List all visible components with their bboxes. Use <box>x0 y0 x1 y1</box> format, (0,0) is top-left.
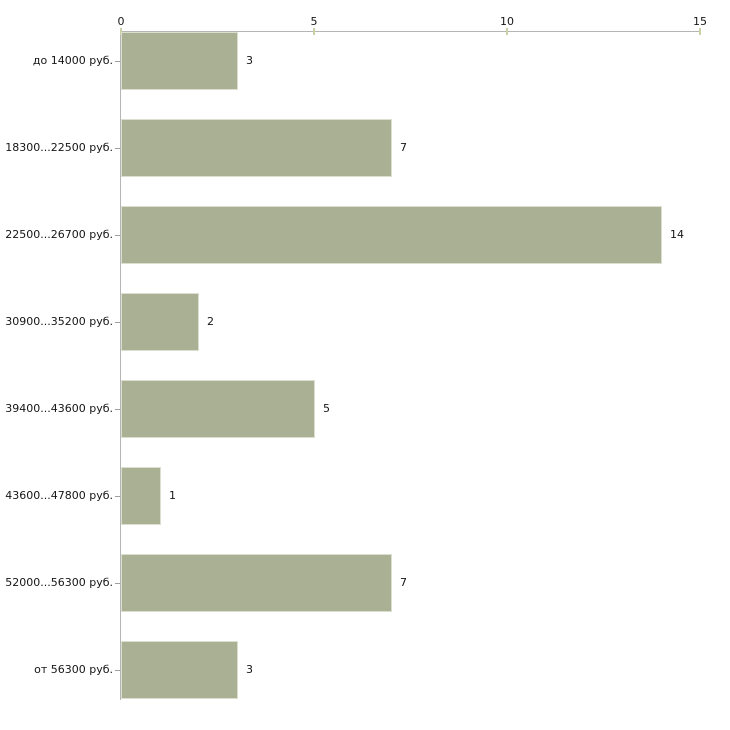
bar-value-label: 5 <box>323 402 330 415</box>
category-label: 39400...43600 руб. <box>5 402 113 415</box>
bar <box>121 119 392 177</box>
category-label: 52000...56300 руб. <box>5 576 113 589</box>
x-tick-label: 5 <box>310 15 318 28</box>
y-tick-mark <box>115 61 120 62</box>
bar-value-label: 14 <box>670 228 684 241</box>
category-label: 22500...26700 руб. <box>5 228 113 241</box>
bar <box>121 641 238 699</box>
bar-value-label: 7 <box>400 141 407 154</box>
x-axis-line <box>120 31 701 32</box>
category-label: до 14000 руб. <box>32 54 113 67</box>
bar <box>121 554 392 612</box>
y-tick-mark <box>115 322 120 323</box>
y-tick-mark <box>115 409 120 410</box>
bar <box>121 380 315 438</box>
x-tick-mark <box>120 28 122 35</box>
bar-value-label: 7 <box>400 576 407 589</box>
bar <box>121 293 199 351</box>
bar-value-label: 1 <box>169 489 176 502</box>
bar-value-label: 2 <box>207 315 214 328</box>
category-label: от 56300 руб. <box>34 663 113 676</box>
x-tick-mark <box>506 28 508 35</box>
bar-value-label: 3 <box>246 663 253 676</box>
category-label: 30900...35200 руб. <box>5 315 113 328</box>
x-tick-label: 10 <box>500 15 514 28</box>
x-tick-label: 15 <box>693 15 707 28</box>
bar <box>121 32 238 90</box>
x-tick-mark <box>313 28 315 35</box>
y-tick-mark <box>115 148 120 149</box>
x-tick-mark <box>699 28 701 35</box>
y-tick-mark <box>115 496 120 497</box>
y-tick-mark <box>115 235 120 236</box>
bar-value-label: 3 <box>246 54 253 67</box>
x-tick-label: 0 <box>117 15 125 28</box>
y-tick-mark <box>115 670 120 671</box>
y-tick-mark <box>115 583 120 584</box>
category-label: 18300...22500 руб. <box>5 141 113 154</box>
category-label: 43600...47800 руб. <box>5 489 113 502</box>
bar <box>121 206 662 264</box>
y-axis-line <box>120 31 121 700</box>
bar <box>121 467 161 525</box>
